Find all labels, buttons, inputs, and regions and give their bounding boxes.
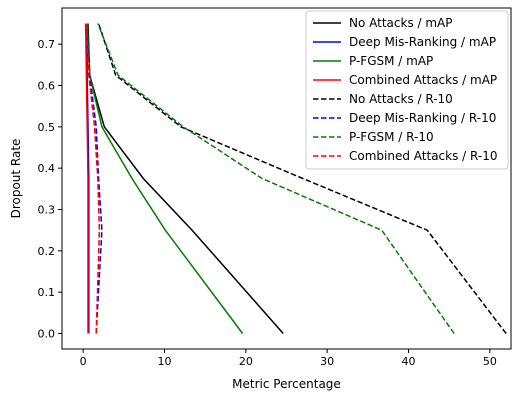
y-tick-label: 0.4 (38, 162, 56, 175)
series-line-combined-attacks-map (84, 23, 89, 334)
series-line-p-fgsm-r-10 (97, 23, 455, 334)
x-tick-label: 0 (80, 355, 87, 368)
y-tick-label: 0.3 (38, 204, 56, 217)
y-tick-label: 0.6 (38, 80, 56, 93)
legend-label-combined-attacks-r-10: Combined Attacks / R-10 (349, 149, 497, 163)
legend-box (305, 10, 509, 170)
y-axis-label: Dropout Rate (9, 139, 23, 219)
series-lines (84, 23, 507, 334)
legend: No Attacks / mAP Deep Mis-Ranking / mAP P-… (305, 10, 509, 170)
legend-label-p-fgsm-r-10: P-FGSM / R-10 (349, 130, 434, 144)
legend-label-deep-mis-ranking-r-10: Deep Mis-Ranking / R-10 (349, 111, 496, 125)
x-tick-label: 30 (320, 355, 334, 368)
legend-label-combined-attacks-map: Combined Attacks / mAP (349, 73, 497, 87)
y-tick-label: 0.7 (38, 38, 56, 51)
y-tick-label: 0.2 (38, 245, 56, 258)
legend-label-no-attacks-map: No Attacks / mAP (349, 16, 453, 30)
y-tick-label: 0.1 (38, 286, 56, 299)
series-line-no-attacks-r-10 (97, 23, 507, 334)
y-tick-label: 0.0 (38, 328, 56, 341)
legend-label-no-attacks-r-10: No Attacks / R-10 (349, 92, 453, 106)
x-axis-ticks: 0 10 20 30 40 50 (80, 349, 497, 368)
y-axis-ticks: 0.0 0.1 0.2 0.3 0.4 0.5 0.6 0.7 (38, 38, 62, 341)
series-line-combined-attacks-r-10 (85, 23, 101, 334)
x-axis-label: Metric Percentage (232, 377, 341, 391)
plot-frame (61, 7, 512, 350)
x-tick-label: 50 (483, 355, 497, 368)
x-tick-label: 20 (239, 355, 253, 368)
series-line-deep-mis-ranking-map (86, 23, 90, 334)
legend-label-p-fgsm-map: P-FGSM / mAP (349, 54, 433, 68)
legend-label-deep-mis-ranking-map: Deep Mis-Ranking / mAP (349, 35, 496, 49)
x-tick-label: 40 (402, 355, 416, 368)
x-tick-label: 10 (157, 355, 171, 368)
y-tick-label: 0.5 (38, 121, 56, 134)
